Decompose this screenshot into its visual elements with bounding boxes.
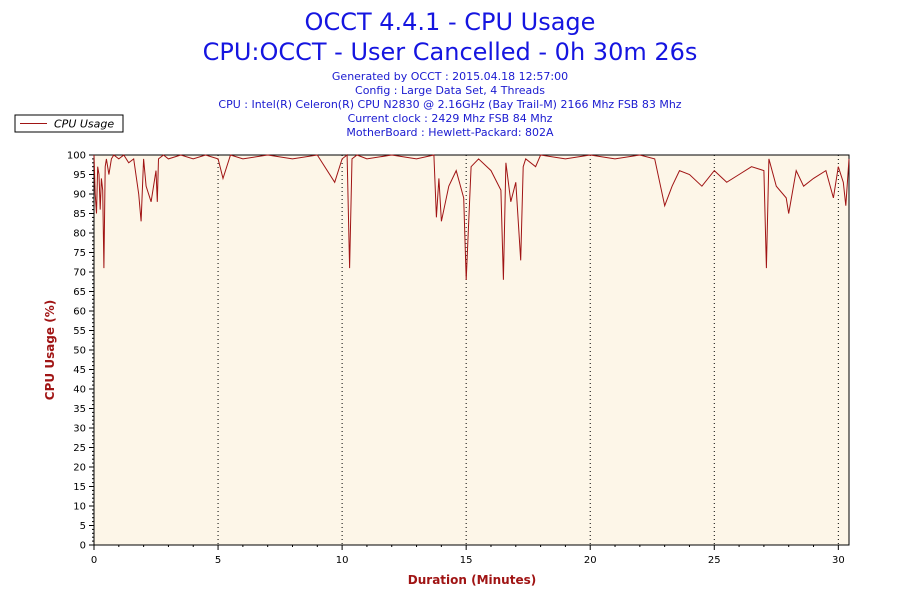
x-tick-label: 25	[708, 555, 721, 566]
y-tick-label: 5	[80, 521, 86, 532]
y-tick-label: 90	[73, 190, 86, 201]
y-tick-label: 75	[73, 248, 86, 259]
y-axis-label: CPU Usage (%)	[43, 300, 57, 400]
y-tick-label: 0	[80, 541, 86, 552]
series-line-cpu-usage	[93, 153, 850, 280]
y-tick-label: 35	[73, 404, 86, 415]
y-tick-label: 55	[73, 326, 86, 337]
y-tick-label: 10	[73, 502, 86, 513]
info-config: Config : Large Data Set, 4 Threads	[355, 84, 545, 97]
info-generated: Generated by OCCT : 2015.04.18 12:57:00	[332, 70, 568, 83]
y-tick-label: 20	[73, 463, 86, 474]
x-tick-label: 5	[215, 555, 221, 566]
y-tick-label: 25	[73, 443, 86, 454]
x-axis: 0 5 10 15 20 25 30	[91, 545, 845, 566]
y-tick-label: 100	[67, 151, 86, 162]
legend-box	[14, 114, 124, 133]
info-clock: Current clock : 2429 Mhz FSB 84 Mhz	[348, 112, 553, 125]
chart-title: OCCT 4.4.1 - CPU Usage	[305, 8, 596, 36]
x-tick-label: 20	[584, 555, 597, 566]
plot-area	[93, 154, 850, 546]
x-tick-label: 30	[832, 555, 845, 566]
y-tick-label: 85	[73, 209, 86, 220]
legend-label: CPU Usage	[54, 118, 114, 131]
x-tick-label: 10	[336, 555, 349, 566]
chart-subtitle: CPU:OCCT - User Cancelled - 0h 30m 26s	[203, 38, 698, 66]
y-tick-label: 95	[73, 170, 86, 181]
y-tick-label: 80	[73, 229, 86, 240]
y-tick-label: 40	[73, 385, 86, 396]
y-tick-label: 45	[73, 365, 86, 376]
y-tick-label: 70	[73, 268, 86, 279]
y-tick-label: 65	[73, 287, 86, 298]
x-tick-label: 15	[460, 555, 473, 566]
y-axis: 0 5 10 15 20 25 30 35 40 45 50 55 60 65 70 75 80 85 90 95 10…	[67, 151, 94, 552]
y-tick-label: 60	[73, 307, 86, 318]
grid	[217, 155, 839, 545]
y-tick-label: 15	[73, 482, 86, 493]
x-tick-label: 0	[91, 555, 97, 566]
legend: CPU Usage	[14, 114, 124, 133]
x-axis-label: Duration (Minutes)	[408, 573, 536, 587]
y-tick-label: 50	[73, 346, 86, 357]
info-cpu: CPU : Intel(R) Celeron(R) CPU N2830 @ 2.…	[218, 98, 681, 111]
info-motherboard: MotherBoard : Hewlett-Packard: 802A	[346, 126, 554, 139]
y-tick-label: 30	[73, 424, 86, 435]
